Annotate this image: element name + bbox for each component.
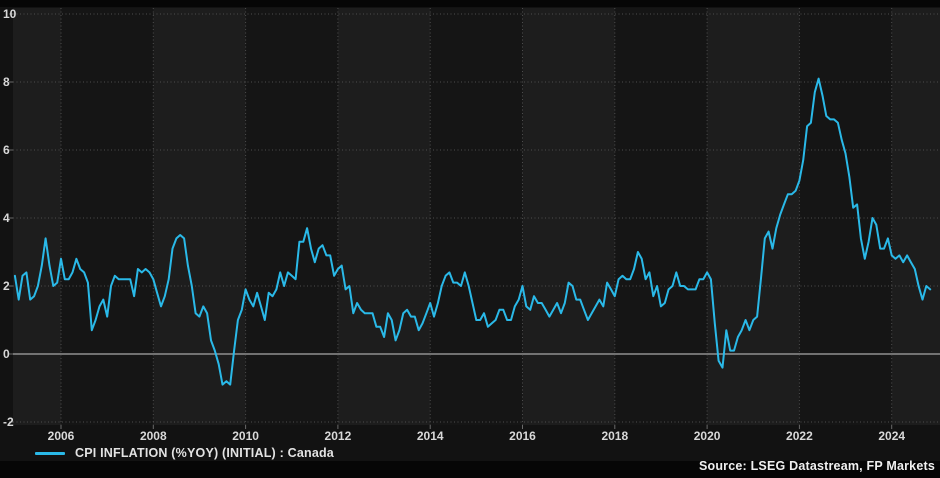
y-axis-label: 10 bbox=[3, 7, 17, 21]
legend-label: CPI INFLATION (%YOY) (INITIAL) : Canada bbox=[75, 446, 334, 460]
legend: CPI INFLATION (%YOY) (INITIAL) : Canada bbox=[35, 445, 334, 461]
plot-band bbox=[522, 8, 615, 425]
x-axis-label: 2016 bbox=[509, 429, 536, 443]
x-axis-label: 2024 bbox=[878, 429, 905, 443]
bottom-frame-strip bbox=[0, 461, 940, 478]
y-axis-label: 2 bbox=[3, 279, 10, 293]
y-axis-label: -2 bbox=[3, 415, 14, 429]
x-axis-label: 2018 bbox=[601, 429, 628, 443]
x-axis-label: 2012 bbox=[325, 429, 352, 443]
source-note: Source: LSEG Datastream, FP Markets bbox=[698, 459, 935, 473]
cpi-line bbox=[13, 77, 932, 386]
legend-line-swatch bbox=[35, 451, 65, 455]
plot-band bbox=[13, 8, 61, 425]
top-frame-strip bbox=[0, 0, 940, 7]
plot-band bbox=[891, 8, 940, 425]
x-axis-label: 2014 bbox=[417, 429, 444, 443]
y-axis-label: 6 bbox=[3, 143, 10, 157]
plot-band bbox=[153, 8, 246, 425]
plot-background bbox=[13, 8, 940, 425]
y-axis-label: 4 bbox=[3, 211, 10, 225]
x-axis-label: 2008 bbox=[140, 429, 167, 443]
plot-band bbox=[337, 8, 431, 425]
x-axis-label: 2006 bbox=[48, 429, 75, 443]
x-axis-label: 2022 bbox=[786, 429, 813, 443]
x-axis-label: 2010 bbox=[232, 429, 259, 443]
y-axis-label: 0 bbox=[3, 347, 10, 361]
plot-band bbox=[707, 8, 800, 425]
x-axis-label: 2020 bbox=[694, 429, 721, 443]
y-axis-label: 8 bbox=[3, 75, 10, 89]
